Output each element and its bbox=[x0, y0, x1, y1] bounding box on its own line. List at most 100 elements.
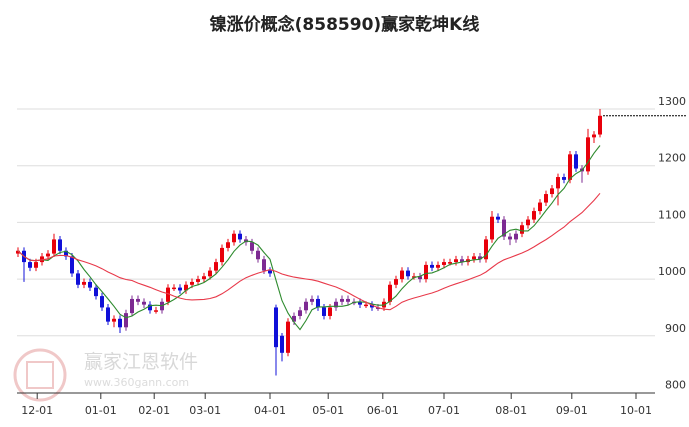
candle-body bbox=[310, 298, 314, 302]
candle-body bbox=[370, 304, 374, 308]
candle-body bbox=[586, 137, 590, 172]
candle-body bbox=[550, 188, 554, 195]
candle-body bbox=[334, 301, 338, 308]
candle-body bbox=[190, 281, 194, 285]
candle-body bbox=[418, 276, 422, 280]
candle-body bbox=[508, 236, 512, 240]
candle-body bbox=[574, 154, 578, 169]
candle-body bbox=[232, 233, 236, 243]
candle-body bbox=[184, 284, 188, 291]
candle-body bbox=[178, 287, 182, 291]
candle-body bbox=[460, 259, 464, 263]
candle-body bbox=[502, 219, 506, 237]
candle-body bbox=[448, 262, 452, 264]
candle-body bbox=[148, 304, 152, 311]
x-tick-label: 02-01 bbox=[138, 404, 170, 417]
candle-body bbox=[520, 225, 524, 234]
watermark-text: 赢家江恩软件 bbox=[84, 351, 198, 373]
x-tick-label: 01-01 bbox=[85, 404, 117, 417]
candle-body bbox=[424, 264, 428, 280]
candle-body bbox=[94, 287, 98, 297]
candle-body bbox=[118, 318, 122, 328]
candle-body bbox=[172, 287, 176, 290]
candle-body bbox=[16, 250, 20, 254]
candle-body bbox=[70, 256, 74, 274]
candle-body bbox=[556, 177, 560, 189]
y-tick-label: 1100 bbox=[658, 208, 686, 221]
y-tick-label: 800 bbox=[665, 379, 686, 392]
candle-body bbox=[400, 270, 404, 280]
candle-body bbox=[442, 262, 446, 265]
watermark-url: www.360gann.com bbox=[84, 376, 189, 389]
x-tick-label: 07-01 bbox=[428, 404, 460, 417]
candle-body bbox=[322, 307, 326, 316]
candle-body bbox=[358, 301, 362, 305]
candle-body bbox=[364, 304, 368, 307]
x-tick-label: 05-01 bbox=[312, 404, 344, 417]
candle-body bbox=[262, 259, 266, 271]
candle-body bbox=[268, 270, 272, 274]
candle-body bbox=[376, 307, 380, 309]
candle-body bbox=[34, 262, 38, 268]
candle-body bbox=[88, 281, 92, 288]
candle-body bbox=[538, 202, 542, 212]
candle-body bbox=[316, 298, 320, 308]
x-axis: 12-01 01-01 02-01 03-01 04-01 05-01 06-01 07-01… bbox=[17, 392, 655, 417]
y-tick-label: 1300 bbox=[658, 95, 686, 108]
y-tick-label: 1200 bbox=[658, 152, 686, 165]
candle-body bbox=[532, 211, 536, 220]
candle-body bbox=[154, 310, 158, 312]
candle-body bbox=[100, 296, 104, 308]
candle-body bbox=[82, 281, 86, 285]
candle-body bbox=[196, 279, 200, 282]
candle-body bbox=[406, 270, 410, 277]
candle-body bbox=[394, 279, 398, 285]
x-tick-label: 10-01 bbox=[620, 404, 652, 417]
candle-body bbox=[388, 284, 392, 302]
candle-body bbox=[208, 270, 212, 277]
candle-body bbox=[28, 262, 32, 268]
candle-body bbox=[298, 310, 302, 316]
candle-body bbox=[436, 264, 440, 268]
y-axis: 800 900 1000 1100 1200 1300 bbox=[658, 95, 686, 392]
candle-body bbox=[562, 177, 566, 180]
candle-body bbox=[64, 250, 68, 257]
candle-body bbox=[472, 256, 476, 260]
x-tick-label: 03-01 bbox=[189, 404, 221, 417]
candle-body bbox=[490, 216, 494, 240]
candle-body bbox=[496, 216, 500, 220]
candle-body bbox=[142, 301, 146, 305]
candle-body bbox=[220, 247, 224, 263]
candle-body bbox=[226, 242, 230, 248]
y-tick-label: 1000 bbox=[658, 265, 686, 278]
candle-body bbox=[484, 239, 488, 260]
x-tick-label: 12-01 bbox=[21, 404, 53, 417]
candle-body bbox=[544, 194, 548, 203]
candle-body bbox=[238, 233, 242, 240]
candle-body bbox=[52, 239, 56, 254]
moving-averages bbox=[17, 115, 686, 331]
candles bbox=[16, 109, 602, 376]
candle-body bbox=[340, 298, 344, 302]
candle-body bbox=[526, 219, 530, 226]
candle-body bbox=[514, 233, 518, 240]
ma5-line bbox=[17, 145, 601, 331]
candle-body bbox=[46, 253, 50, 257]
candle-body bbox=[304, 301, 308, 311]
y-tick-label: 900 bbox=[665, 322, 686, 335]
candle-body bbox=[106, 307, 110, 322]
candle-body bbox=[598, 115, 602, 135]
watermark-logo-icon bbox=[13, 348, 67, 402]
gridlines bbox=[17, 108, 655, 337]
candle-body bbox=[202, 276, 206, 280]
candle-body bbox=[328, 307, 332, 316]
x-tick-label: 08-01 bbox=[495, 404, 527, 417]
candle-body bbox=[274, 307, 278, 348]
ma20-line bbox=[17, 192, 601, 311]
candle-body bbox=[346, 298, 350, 302]
candle-body bbox=[136, 298, 140, 302]
candle-body bbox=[124, 313, 128, 328]
candle-body bbox=[250, 242, 254, 251]
candle-body bbox=[286, 321, 290, 353]
